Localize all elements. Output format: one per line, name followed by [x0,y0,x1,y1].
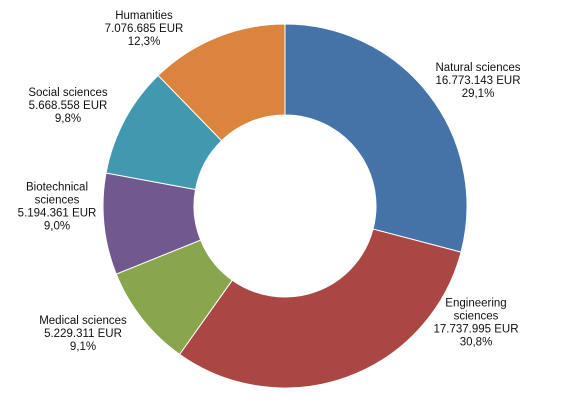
slice-label-social-sciences: Social sciences 5.668.558 EUR 9,8% [28,87,108,125]
slice-label-biotechnical-sciences: Biotechnical sciences 5.194.361 EUR 9,0% [18,182,97,233]
slice-label-natural-sciences: Natural sciences 16.773.143 EUR 29,1% [435,62,520,100]
slice-label-humanities: Humanities 7.076.685 EUR 12,3% [105,10,184,48]
slice-natural-sciences [284,23,468,253]
slice-labels: Natural sciences 16.773.143 EUR 29,1% Engin… [18,10,521,353]
slice-engineering-sciences [178,228,462,389]
slice-humanities [157,23,286,142]
slice-label-medical-sciences: Medical sciences 5.229.311 EUR 9,1% [39,315,127,353]
donut-slices [102,23,468,389]
slice-label-engineering-sciences: Engineering sciences 17.737.995 EUR 30,8% [433,298,518,349]
